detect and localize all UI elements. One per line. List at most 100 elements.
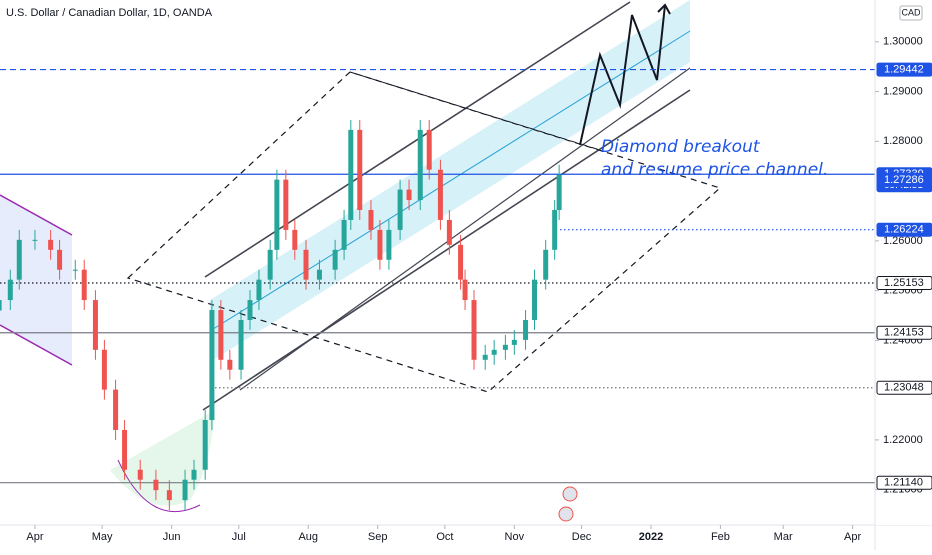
candle-body xyxy=(182,479,188,501)
cup xyxy=(110,410,215,506)
x-tick-label: May xyxy=(92,531,113,543)
candle-body xyxy=(316,269,322,280)
candle-body xyxy=(101,349,107,390)
candle-body xyxy=(57,249,63,270)
x-tick-label: Nov xyxy=(505,531,525,543)
price-badge xyxy=(876,172,932,187)
chart-title: U.S. Dollar / Canadian Dollar, 1D, OANDA xyxy=(6,7,213,19)
price-badge-label: 1.23048 xyxy=(884,382,924,394)
price-badge-label: 1.25153 xyxy=(884,277,924,289)
event-icon[interactable] xyxy=(562,486,578,502)
candle-body xyxy=(218,310,224,360)
candle-body xyxy=(202,420,208,470)
candle-body xyxy=(7,279,13,301)
price-badge-label: 1.21140 xyxy=(884,477,923,489)
candle-body xyxy=(471,300,477,360)
x-tick-label: Mar xyxy=(774,531,793,543)
zigzag-projection xyxy=(579,4,666,146)
x-tick-label: Apr xyxy=(26,531,43,543)
time-axis xyxy=(0,525,932,550)
candle-body xyxy=(491,349,497,355)
candle-body xyxy=(458,244,464,280)
candle-body xyxy=(397,189,403,230)
candle-body xyxy=(209,310,215,420)
candle-body xyxy=(166,490,172,501)
candle-body xyxy=(332,249,338,270)
y-tick-label: 1.26000 xyxy=(883,235,923,247)
candle-body xyxy=(256,279,262,301)
price-axis xyxy=(875,0,932,525)
x-tick-label: Dec xyxy=(572,531,592,543)
candle-body xyxy=(417,129,423,201)
candle-body xyxy=(16,239,22,280)
candle-body xyxy=(377,229,383,260)
y-tick-label: 1.22000 xyxy=(883,434,923,446)
candle-body xyxy=(406,189,412,201)
channel-lower-inner xyxy=(239,67,691,391)
channel-lower xyxy=(202,89,691,411)
candle-body xyxy=(227,359,233,370)
y-tick-label: 1.29000 xyxy=(883,85,923,97)
candle-body xyxy=(48,239,54,250)
candle-body xyxy=(113,389,119,430)
x-tick-label: Oct xyxy=(436,531,453,543)
candle-body xyxy=(437,169,443,220)
candle-body xyxy=(283,179,289,230)
candle-body xyxy=(502,344,508,350)
price-badge xyxy=(876,222,932,237)
annotation: and resume price channel. xyxy=(601,160,828,180)
event-icon[interactable] xyxy=(558,506,574,522)
price-badge xyxy=(876,325,932,340)
price-badge xyxy=(876,276,932,291)
candle-body xyxy=(122,429,128,470)
candle-body xyxy=(274,179,280,250)
x-tick-label: Jul xyxy=(232,531,246,543)
candle-body xyxy=(552,210,558,250)
candle-body xyxy=(462,279,468,301)
channel-line xyxy=(0,324,73,366)
candle-body xyxy=(81,269,87,301)
channel-line xyxy=(0,194,73,236)
currency-box[interactable] xyxy=(899,5,923,21)
y-tick-label: 1.30000 xyxy=(883,36,923,48)
channel-mid xyxy=(209,30,691,332)
candle-body xyxy=(482,354,488,360)
price-badge-label: 1.24153 xyxy=(884,327,924,339)
candle-body xyxy=(348,129,354,220)
candle-body xyxy=(153,479,159,491)
candle-body xyxy=(247,300,253,320)
candle-body xyxy=(303,249,309,280)
price-badge-label: 1.26224 xyxy=(884,224,924,236)
candle-body xyxy=(556,174,562,210)
candle-body xyxy=(446,219,452,245)
candle-body xyxy=(368,210,374,230)
candle-body xyxy=(32,239,38,241)
x-tick-label: Feb xyxy=(711,531,730,543)
price-badge xyxy=(876,62,932,77)
candle-body xyxy=(292,229,298,250)
candle-body xyxy=(72,269,78,271)
candle-body xyxy=(0,300,2,311)
candle-body xyxy=(426,129,432,170)
candle-body xyxy=(137,469,143,480)
candle-body xyxy=(357,129,363,210)
candle-body xyxy=(523,319,529,340)
currency: CAD xyxy=(901,7,921,17)
price-badge xyxy=(876,380,932,395)
x-tick-label: Aug xyxy=(298,531,318,543)
candle-body xyxy=(267,249,273,280)
x-tick-label: Apr xyxy=(844,531,861,543)
x-tick-label: Jun xyxy=(163,531,181,543)
candle-body xyxy=(386,229,392,260)
candle-body xyxy=(531,279,537,320)
y-tick-label: 1.28000 xyxy=(883,135,923,147)
candle-body xyxy=(341,219,347,250)
x-tick-label: 2022 xyxy=(639,531,663,543)
falling-channel xyxy=(0,195,72,365)
candle-body xyxy=(238,319,244,370)
diamond xyxy=(126,71,722,393)
x-tick-label: Sep xyxy=(368,531,388,543)
price-badge-label: 1.27286 xyxy=(884,174,924,186)
